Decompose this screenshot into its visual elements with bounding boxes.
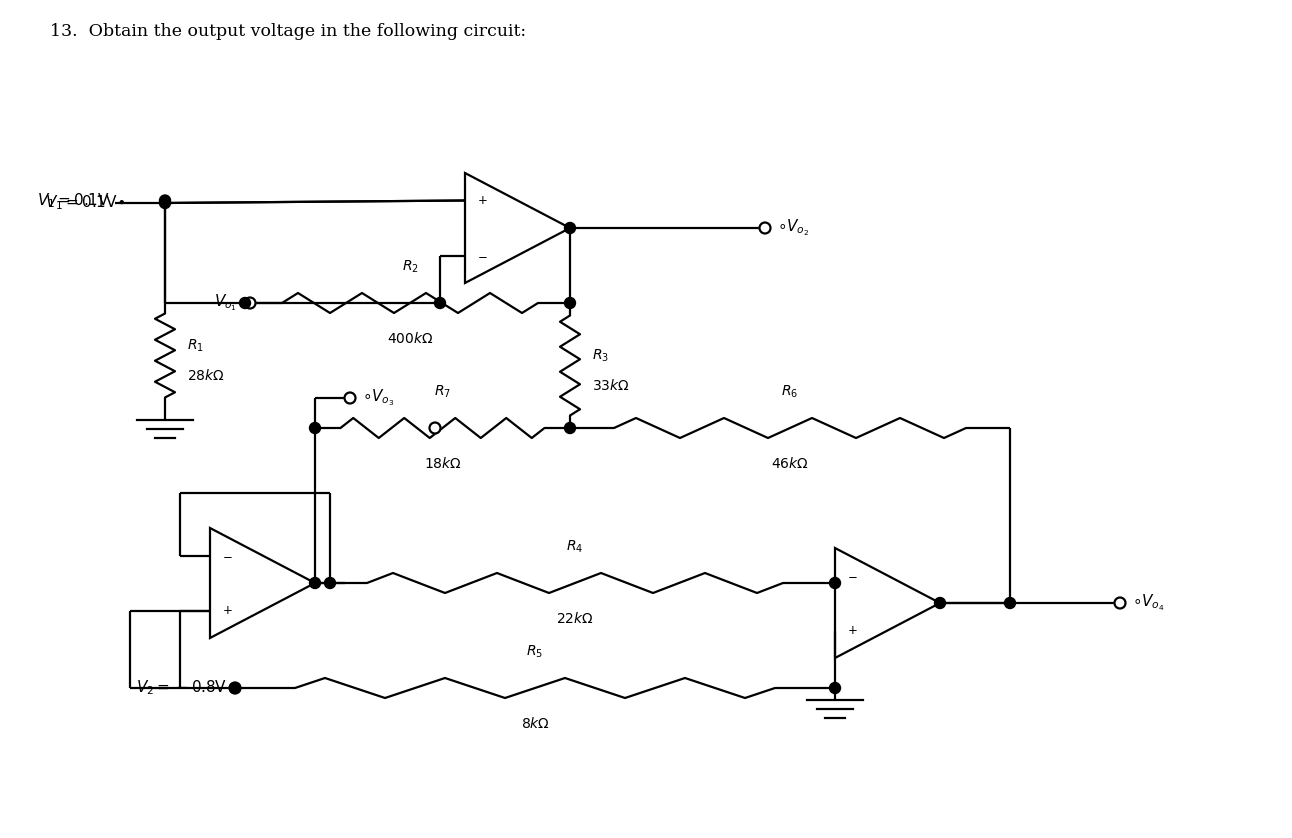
Text: $+$: $+$	[477, 194, 487, 207]
Circle shape	[760, 223, 770, 234]
Circle shape	[565, 223, 575, 234]
Circle shape	[310, 577, 320, 588]
Circle shape	[230, 682, 240, 694]
Text: $-$: $-$	[477, 249, 487, 262]
Circle shape	[1115, 597, 1125, 608]
Circle shape	[565, 422, 575, 433]
Circle shape	[159, 195, 171, 206]
Text: 13.  Obtain the output voltage in the following circuit:: 13. Obtain the output voltage in the fol…	[50, 23, 526, 40]
Text: $18k\Omega$: $18k\Omega$	[424, 456, 461, 471]
Text: $\circ V_{o_2}$: $\circ V_{o_2}$	[776, 218, 810, 238]
Circle shape	[239, 297, 251, 308]
Text: $33k\Omega$: $33k\Omega$	[592, 378, 629, 393]
Text: $R_6$: $R_6$	[782, 384, 798, 400]
Circle shape	[1004, 597, 1016, 608]
Text: $V_1 = 0.1\mathrm{V}{\bullet}$: $V_1 = 0.1\mathrm{V}{\bullet}$	[45, 194, 125, 212]
Circle shape	[324, 577, 336, 588]
Text: $R_4$: $R_4$	[566, 539, 584, 555]
Text: $V_{o_1}$: $V_{o_1}$	[214, 292, 236, 313]
Circle shape	[230, 682, 240, 694]
Circle shape	[429, 422, 441, 433]
Text: $\circ V_{o_3}$: $\circ V_{o_3}$	[362, 388, 394, 408]
Text: $400k\Omega$: $400k\Omega$	[386, 331, 433, 346]
Text: $22k\Omega$: $22k\Omega$	[556, 611, 594, 626]
Text: $+$: $+$	[848, 624, 858, 637]
Circle shape	[565, 297, 575, 308]
Text: $-$: $-$	[848, 569, 858, 582]
Circle shape	[345, 392, 355, 404]
Text: $8k\Omega$: $8k\Omega$	[521, 716, 549, 731]
Circle shape	[310, 422, 320, 433]
Circle shape	[829, 577, 841, 588]
Text: $46k\Omega$: $46k\Omega$	[771, 456, 809, 471]
Text: $R_3$: $R_3$	[592, 347, 609, 364]
Text: $V_1 = 0.1\mathrm{V}$: $V_1 = 0.1\mathrm{V}$	[37, 191, 110, 210]
Text: $\circ V_{o_4}$: $\circ V_{o_4}$	[1132, 592, 1165, 613]
Text: $R_2$: $R_2$	[402, 259, 419, 275]
Circle shape	[159, 198, 171, 209]
Text: $+$: $+$	[222, 604, 233, 617]
Text: $-$: $-$	[222, 549, 233, 562]
Circle shape	[244, 297, 256, 308]
Text: $28k\Omega$: $28k\Omega$	[187, 368, 225, 383]
Circle shape	[829, 682, 841, 694]
Circle shape	[934, 597, 946, 608]
Circle shape	[434, 297, 446, 308]
Text: $V_2 = -0.8\mathrm{V}$: $V_2 = -0.8\mathrm{V}$	[136, 679, 227, 697]
Text: $R_5$: $R_5$	[526, 644, 544, 660]
Text: $R_1$: $R_1$	[187, 338, 204, 354]
Text: $R_7$: $R_7$	[434, 384, 451, 400]
